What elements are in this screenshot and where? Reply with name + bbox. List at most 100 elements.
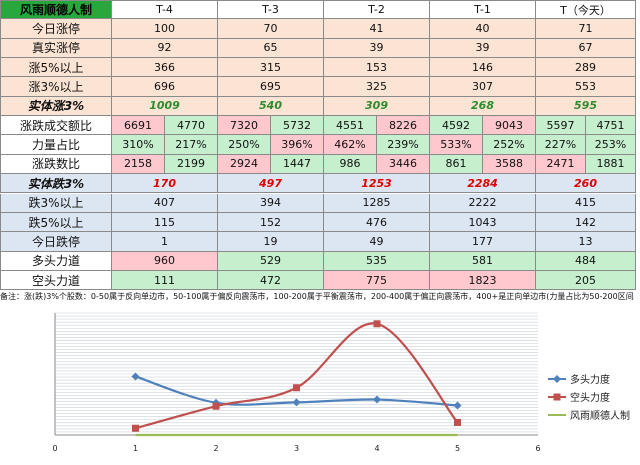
pair-cell[interactable]: 227% — [536, 135, 586, 155]
pair-cell[interactable]: 2199 — [165, 154, 218, 175]
row-label[interactable]: 涨3%以上 — [0, 77, 112, 97]
up-summary-value[interactable]: 595 — [536, 96, 636, 117]
pair-cell[interactable]: 462% — [324, 135, 377, 155]
row-label[interactable]: 涨跌数比 — [0, 154, 112, 175]
pair-cell[interactable]: 2471 — [536, 154, 586, 175]
header-col[interactable]: T-1 — [430, 0, 536, 20]
pair-cell[interactable]: 4751 — [586, 116, 636, 136]
pair-cell[interactable]: 217% — [165, 135, 218, 155]
down-summary-value[interactable]: 497 — [218, 174, 324, 194]
pair-cell[interactable]: 9043 — [483, 116, 536, 136]
force-cell[interactable]: 960 — [112, 251, 218, 271]
table-cell[interactable]: 41 — [324, 19, 430, 39]
table-cell[interactable]: 307 — [430, 77, 536, 97]
table-cell[interactable]: 65 — [218, 38, 324, 59]
table-cell[interactable]: 476 — [324, 212, 430, 233]
header-col[interactable]: T（今天） — [536, 0, 636, 20]
table-cell[interactable]: 1 — [112, 232, 218, 252]
table-cell[interactable]: 366 — [112, 58, 218, 78]
table-cell[interactable]: 115 — [112, 212, 218, 233]
header-col[interactable]: T-3 — [218, 0, 324, 20]
pair-cell[interactable]: 4770 — [165, 116, 218, 136]
pair-cell[interactable]: 253% — [586, 135, 636, 155]
force-cell[interactable]: 529 — [218, 251, 324, 271]
force-cell[interactable]: 111 — [112, 270, 218, 291]
down-summary-label[interactable]: 实体跌3% — [0, 174, 112, 194]
table-cell[interactable]: 315 — [218, 58, 324, 78]
force-cell[interactable]: 581 — [430, 251, 536, 271]
force-cell[interactable]: 535 — [324, 251, 430, 271]
force-cell[interactable]: 472 — [218, 270, 324, 291]
pair-cell[interactable]: 533% — [430, 135, 483, 155]
pair-cell[interactable]: 239% — [377, 135, 430, 155]
force-cell[interactable]: 205 — [536, 270, 636, 291]
row-label[interactable]: 空头力道 — [0, 270, 112, 291]
row-label[interactable]: 力量占比 — [0, 135, 112, 155]
pair-cell[interactable]: 4592 — [430, 116, 483, 136]
pair-cell[interactable]: 5597 — [536, 116, 586, 136]
table-cell[interactable]: 142 — [536, 212, 636, 233]
pair-cell[interactable]: 5732 — [271, 116, 324, 136]
up-summary-label[interactable]: 实体涨3% — [0, 96, 112, 117]
down-summary-value[interactable]: 1253 — [324, 174, 430, 194]
down-summary-value[interactable]: 2284 — [430, 174, 536, 194]
pair-cell[interactable]: 8226 — [377, 116, 430, 136]
pair-cell[interactable]: 861 — [430, 154, 483, 175]
pair-cell[interactable]: 250% — [218, 135, 271, 155]
row-label[interactable]: 真实涨停 — [0, 38, 112, 59]
pair-cell[interactable]: 1447 — [271, 154, 324, 175]
table-cell[interactable]: 2222 — [430, 193, 536, 213]
pair-cell[interactable]: 3446 — [377, 154, 430, 175]
table-cell[interactable]: 415 — [536, 193, 636, 213]
table-cell[interactable]: 40 — [430, 19, 536, 39]
down-summary-value[interactable]: 170 — [112, 174, 218, 194]
up-summary-value[interactable]: 309 — [324, 96, 430, 117]
table-cell[interactable]: 1285 — [324, 193, 430, 213]
table-cell[interactable]: 177 — [430, 232, 536, 252]
table-cell[interactable]: 152 — [218, 212, 324, 233]
table-cell[interactable]: 146 — [430, 58, 536, 78]
table-cell[interactable]: 13 — [536, 232, 636, 252]
row-label[interactable]: 涨5%以上 — [0, 58, 112, 78]
up-summary-value[interactable]: 540 — [218, 96, 324, 117]
header-col[interactable]: T-2 — [324, 0, 430, 20]
up-summary-value[interactable]: 1009 — [112, 96, 218, 117]
row-label[interactable]: 跌5%以上 — [0, 212, 112, 233]
pair-cell[interactable]: 2158 — [112, 154, 165, 175]
table-cell[interactable]: 70 — [218, 19, 324, 39]
down-summary-value[interactable]: 260 — [536, 174, 636, 194]
pair-cell[interactable]: 986 — [324, 154, 377, 175]
row-label[interactable]: 多头力道 — [0, 251, 112, 271]
up-summary-value[interactable]: 268 — [430, 96, 536, 117]
pair-cell[interactable]: 7320 — [218, 116, 271, 136]
table-cell[interactable]: 39 — [430, 38, 536, 59]
row-label[interactable]: 跌3%以上 — [0, 193, 112, 213]
table-cell[interactable]: 67 — [536, 38, 636, 59]
pair-cell[interactable]: 252% — [483, 135, 536, 155]
table-cell[interactable]: 407 — [112, 193, 218, 213]
header-label[interactable]: 风雨顺德人制 — [0, 0, 112, 20]
pair-cell[interactable]: 4551 — [324, 116, 377, 136]
table-cell[interactable]: 19 — [218, 232, 324, 252]
pair-cell[interactable]: 6691 — [112, 116, 165, 136]
table-cell[interactable]: 394 — [218, 193, 324, 213]
row-label[interactable]: 今日涨停 — [0, 19, 112, 39]
table-cell[interactable]: 695 — [218, 77, 324, 97]
table-cell[interactable]: 49 — [324, 232, 430, 252]
table-cell[interactable]: 1043 — [430, 212, 536, 233]
pair-cell[interactable]: 3588 — [483, 154, 536, 175]
table-cell[interactable]: 92 — [112, 38, 218, 59]
force-cell[interactable]: 1823 — [430, 270, 536, 291]
table-cell[interactable]: 71 — [536, 19, 636, 39]
force-cell[interactable]: 484 — [536, 251, 636, 271]
pair-cell[interactable]: 2924 — [218, 154, 271, 175]
table-cell[interactable]: 696 — [112, 77, 218, 97]
header-col[interactable]: T-4 — [112, 0, 218, 20]
pair-cell[interactable]: 1881 — [586, 154, 636, 175]
force-cell[interactable]: 775 — [324, 270, 430, 291]
pair-cell[interactable]: 396% — [271, 135, 324, 155]
table-cell[interactable]: 39 — [324, 38, 430, 59]
table-cell[interactable]: 325 — [324, 77, 430, 97]
table-cell[interactable]: 153 — [324, 58, 430, 78]
table-cell[interactable]: 553 — [536, 77, 636, 97]
